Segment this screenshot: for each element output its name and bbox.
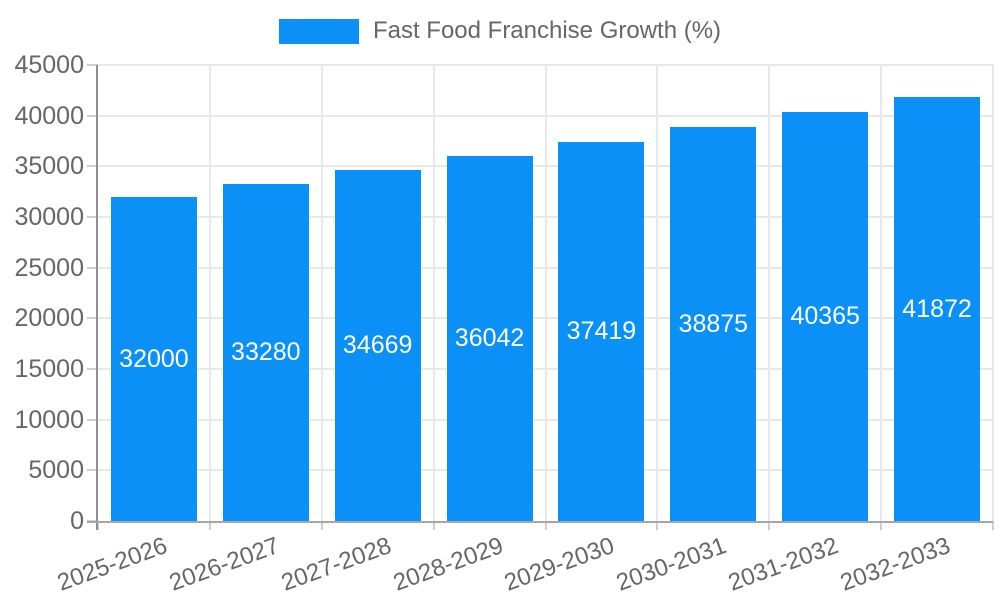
y-tick-label: 25000 bbox=[14, 253, 84, 282]
legend-swatch bbox=[278, 18, 359, 44]
y-tick bbox=[87, 114, 98, 117]
bar-value-label: 32000 bbox=[119, 344, 189, 373]
gridline-v bbox=[880, 65, 883, 521]
bar bbox=[894, 96, 981, 521]
gridline-v bbox=[992, 65, 994, 521]
bar-value-label: 33280 bbox=[231, 338, 301, 367]
bar-value-label: 38875 bbox=[678, 310, 749, 339]
bar-value-label: 40365 bbox=[790, 302, 860, 331]
y-tick-label: 35000 bbox=[14, 152, 84, 181]
x-tick bbox=[656, 521, 659, 530]
x-tick bbox=[432, 521, 435, 530]
bar-value-label: 41872 bbox=[902, 294, 972, 323]
bar bbox=[110, 196, 197, 521]
y-tick-label: 10000 bbox=[14, 405, 84, 434]
x-tick bbox=[544, 521, 547, 530]
gridline-v bbox=[432, 65, 435, 521]
bar bbox=[670, 127, 757, 521]
y-tick-label: 30000 bbox=[14, 203, 84, 231]
gridline-v bbox=[544, 65, 547, 521]
chart-legend: Fast Food Franchise Growth (%) bbox=[0, 17, 1000, 45]
y-tick bbox=[87, 216, 98, 218]
x-axis-line bbox=[87, 521, 993, 523]
bar bbox=[446, 155, 533, 521]
y-tick bbox=[87, 165, 98, 168]
y-tick bbox=[87, 469, 98, 472]
x-tick bbox=[992, 521, 994, 530]
gridline-v bbox=[320, 65, 323, 521]
y-tick bbox=[87, 266, 98, 269]
gridline-v bbox=[656, 65, 659, 521]
legend-label: Fast Food Franchise Growth (%) bbox=[372, 17, 722, 44]
y-tick-label: 5000 bbox=[28, 456, 84, 485]
y-tick bbox=[87, 418, 98, 421]
gridline-v bbox=[208, 65, 211, 521]
y-tick-label: 40000 bbox=[14, 101, 84, 130]
x-tick bbox=[97, 521, 99, 530]
x-tick bbox=[320, 521, 323, 530]
bar-value-label: 37419 bbox=[566, 317, 637, 346]
y-tick-label: 15000 bbox=[14, 355, 84, 383]
y-tick bbox=[87, 317, 98, 320]
y-tick bbox=[87, 64, 98, 66]
bar-value-label: 36042 bbox=[454, 324, 525, 353]
gridline-v bbox=[768, 65, 771, 521]
bar bbox=[558, 141, 645, 521]
bar-value-label: 34669 bbox=[342, 331, 413, 360]
bar bbox=[782, 111, 869, 521]
y-axis-line bbox=[96, 65, 98, 530]
bar bbox=[222, 183, 309, 521]
x-tick bbox=[208, 521, 211, 530]
y-tick bbox=[87, 368, 98, 370]
x-tick bbox=[768, 521, 771, 530]
bar bbox=[334, 169, 421, 521]
y-tick-label: 45000 bbox=[14, 51, 84, 79]
y-tick-label: 20000 bbox=[14, 304, 84, 333]
x-tick bbox=[880, 521, 883, 530]
y-tick-label: 0 bbox=[70, 507, 84, 535]
